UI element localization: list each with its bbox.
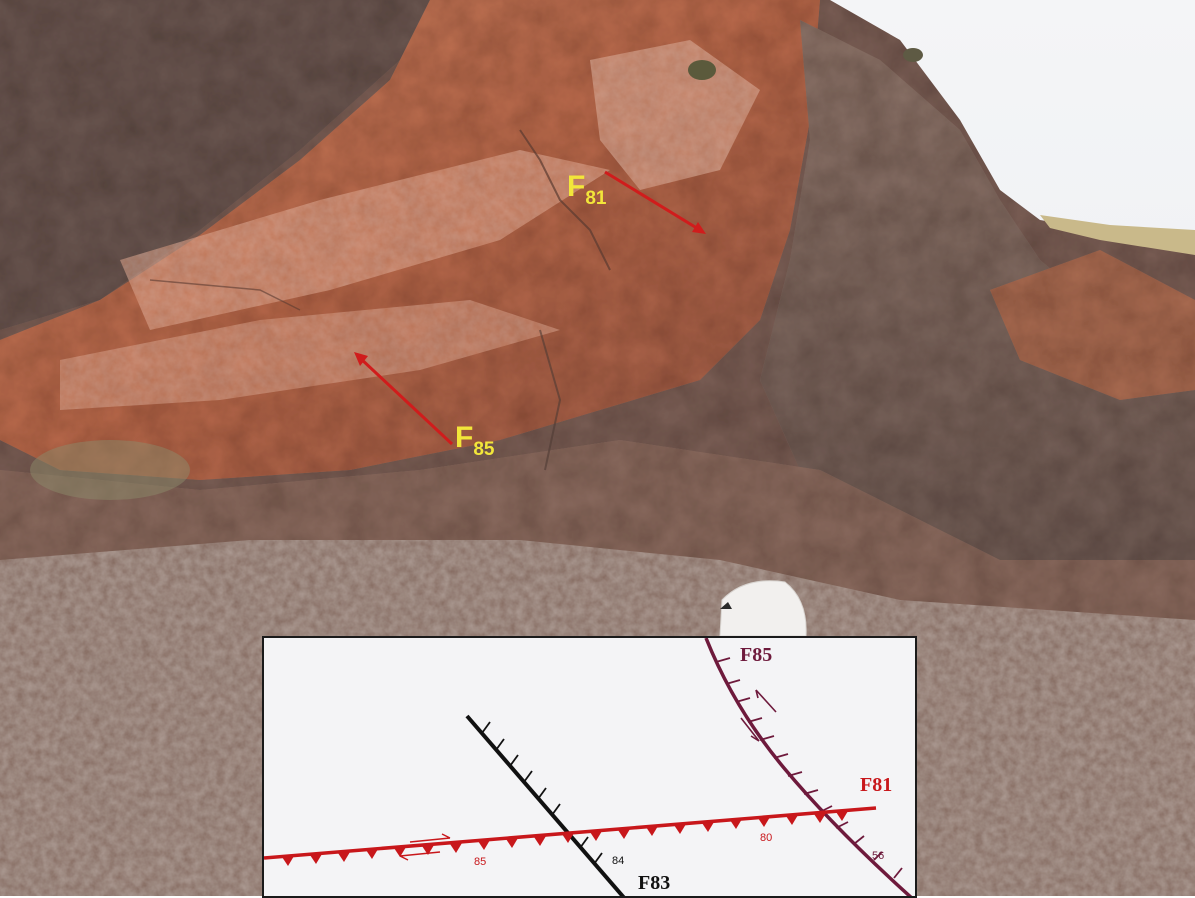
f83-dip: 84 bbox=[612, 855, 625, 867]
f83-fault-line bbox=[465, 714, 626, 896]
f83-sketch-label: F83 bbox=[638, 872, 671, 894]
f83-ticks bbox=[481, 721, 603, 865]
f85-ticks bbox=[715, 657, 903, 879]
f81-arrow bbox=[604, 170, 701, 232]
f85-fault-line bbox=[704, 638, 913, 896]
fault-sketch-inset: F85 F81 F83 85 80 84 56 bbox=[262, 636, 917, 898]
f85-sense-arrows bbox=[740, 689, 777, 742]
f81-sense-arrows bbox=[399, 833, 451, 861]
f81-fault-line bbox=[264, 806, 877, 860]
f81-sketch-label: F81 bbox=[860, 774, 893, 796]
f85-sketch-label: F85 bbox=[740, 644, 773, 666]
f81-dip-right: 80 bbox=[760, 832, 773, 844]
f85-dip: 56 bbox=[872, 850, 885, 862]
f85-photo-label: F85 bbox=[455, 421, 495, 460]
f81-dip-left: 85 bbox=[474, 856, 487, 868]
f81-photo-label: F81 bbox=[567, 170, 607, 209]
f81-thrust-teeth bbox=[282, 811, 848, 866]
f85-arrow bbox=[358, 356, 454, 446]
